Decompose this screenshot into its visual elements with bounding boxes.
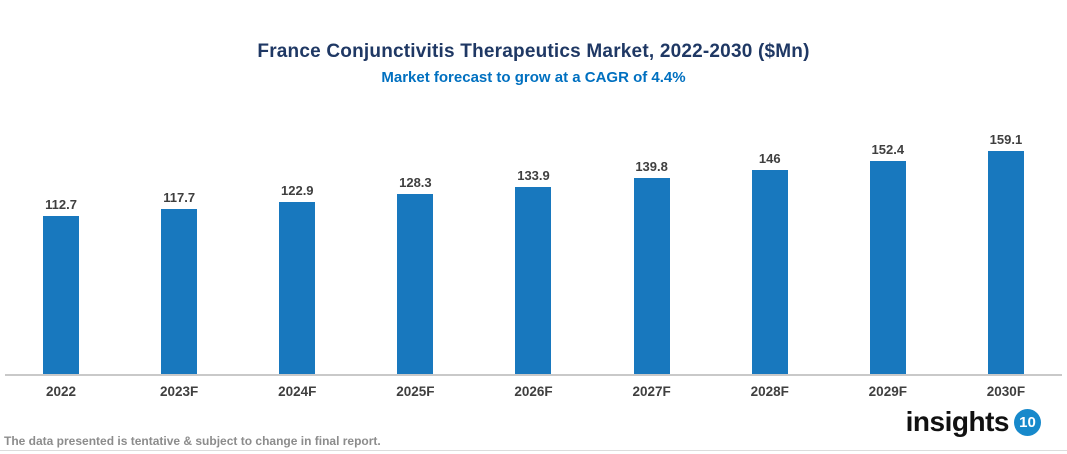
x-axis-tick-label: 2028F xyxy=(750,384,789,399)
bar xyxy=(161,209,198,374)
bar xyxy=(869,160,906,374)
bar-value-label: 139.8 xyxy=(635,159,668,175)
bar xyxy=(751,169,788,374)
bar xyxy=(279,201,316,374)
bar xyxy=(633,178,670,374)
x-axis-tick-label: 2029F xyxy=(868,384,907,399)
bar-value-label: 133.9 xyxy=(517,167,550,183)
bar-value-label: 122.9 xyxy=(281,182,314,198)
insights10-logo: insights 10 xyxy=(906,408,1041,436)
bar-value-label: 112.7 xyxy=(45,197,77,213)
logo-badge: 10 xyxy=(1014,408,1041,436)
bar xyxy=(987,151,1024,374)
bar-column: 146 xyxy=(711,151,829,374)
x-axis-tick-label: 2022 xyxy=(46,384,77,399)
bar-value-label: 117.7 xyxy=(163,190,196,206)
bar-column: 159.1 xyxy=(947,132,1065,374)
x-axis-tick-label: 2023F xyxy=(160,384,199,399)
bar-column: 122.9 xyxy=(238,183,356,374)
x-axis-tick-label: 2027F xyxy=(632,384,671,399)
bar-column: 133.9 xyxy=(474,167,592,374)
x-axis-tick-label: 2024F xyxy=(278,384,317,399)
chart-title: France Conjunctivitis Therapeutics Marke… xyxy=(257,41,810,62)
logo-text: insights xyxy=(905,406,1010,437)
bar-value-label: 128.3 xyxy=(399,175,432,191)
plot-area: 112.7 117.7 122.9 128.3 133.9 139.8 146 152.4 15… xyxy=(0,87,1067,374)
bar-column: 128.3 xyxy=(356,175,474,374)
bar xyxy=(397,194,434,374)
bar-column: 139.8 xyxy=(593,159,711,374)
bar xyxy=(43,216,80,374)
x-axis-tick-label: 2025F xyxy=(396,384,435,399)
disclaimer-text: The data presented is tentative & subjec… xyxy=(4,434,381,448)
x-axis-line xyxy=(5,374,1062,376)
bar-value-label: 159.1 xyxy=(989,132,1023,148)
x-axis-labels: 2022 2023F 2024F 2025F 2026F 2027F 2028F 2029F 2… xyxy=(0,376,1067,399)
bottom-divider xyxy=(0,450,1067,451)
bar xyxy=(515,186,552,374)
chart-subtitle: Market forecast to grow at a CAGR of 4.4… xyxy=(381,69,686,86)
bar-value-label: 146 xyxy=(758,150,781,166)
x-axis-tick-label: 2026F xyxy=(514,384,553,399)
bar-column: 152.4 xyxy=(829,142,947,374)
bar-column: 117.7 xyxy=(120,190,238,374)
bar-value-label: 152.4 xyxy=(871,141,905,157)
bar-column: 112.7 xyxy=(2,197,120,374)
x-axis-tick-label: 2030F xyxy=(986,384,1026,399)
